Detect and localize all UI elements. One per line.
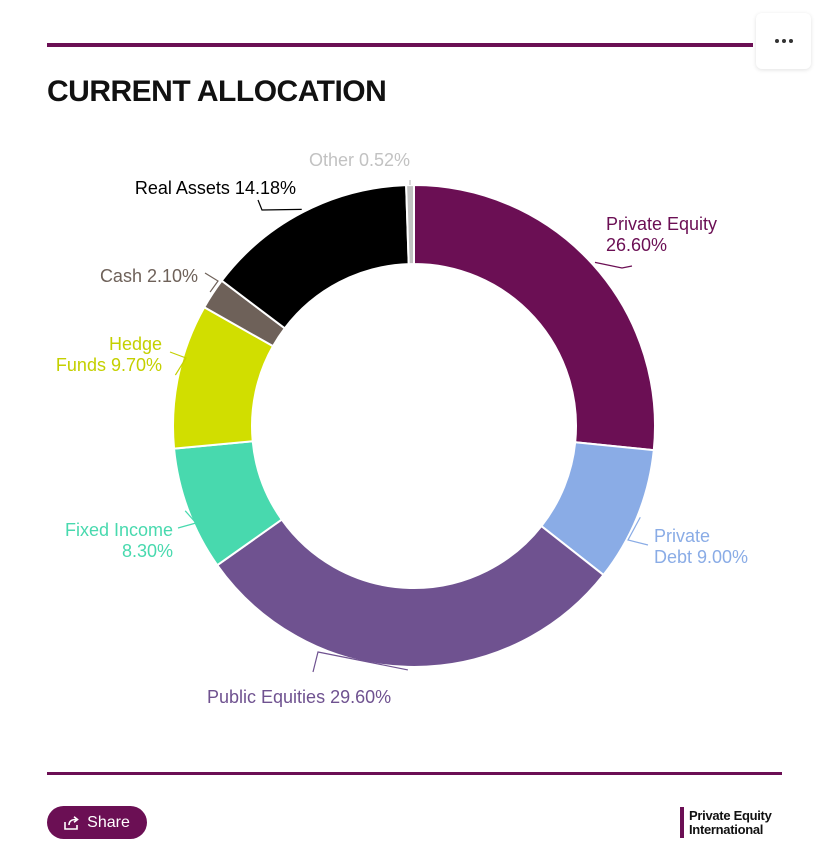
leader-line-private-debt [627,516,649,546]
leader-line-fixed-income [177,510,198,529]
slice-public-equities[interactable] [215,518,605,668]
data-label-fixed-income: Fixed Income 8.30% [65,520,173,561]
logo-line-2: International [689,821,764,837]
data-label-hedge-funds: Hedge Funds 9.70% [56,334,162,375]
share-icon [64,815,79,830]
publisher-logo: Private Equity International [680,807,772,838]
donut-chart: Private Equity 26.60% Private Debt 9.00% Pub… [56,150,748,707]
chart-menu-button[interactable] [756,13,811,69]
top-divider [47,43,753,47]
leader-line-hedge-funds [169,351,187,376]
logo-line-1: Private Equity [689,807,772,823]
slice-other[interactable] [405,183,415,266]
leader-line-cash [204,272,219,293]
share-label: Share [87,813,130,831]
share-button[interactable]: Share [47,806,147,839]
data-label-private-equity: Private Equity 26.60% [606,214,717,255]
chart-title: CURRENT ALLOCATION [47,75,387,108]
more-horizontal-icon [774,39,793,43]
bottom-divider [47,772,782,775]
data-label-public-equities: Public Equities 29.60% [207,687,391,707]
leader-line-real-assets [257,199,302,211]
leader-line-public-equities [312,651,408,673]
data-label-real-assets: Real Assets 14.18% [135,178,296,198]
leader-line-private-equity [594,261,633,269]
data-label-cash: Cash 2.10% [100,266,198,286]
data-label-other: Other 0.52% [309,150,410,170]
slice-private-equity[interactable] [413,183,656,452]
data-label-private-debt: Private Debt 9.00% [654,526,748,567]
